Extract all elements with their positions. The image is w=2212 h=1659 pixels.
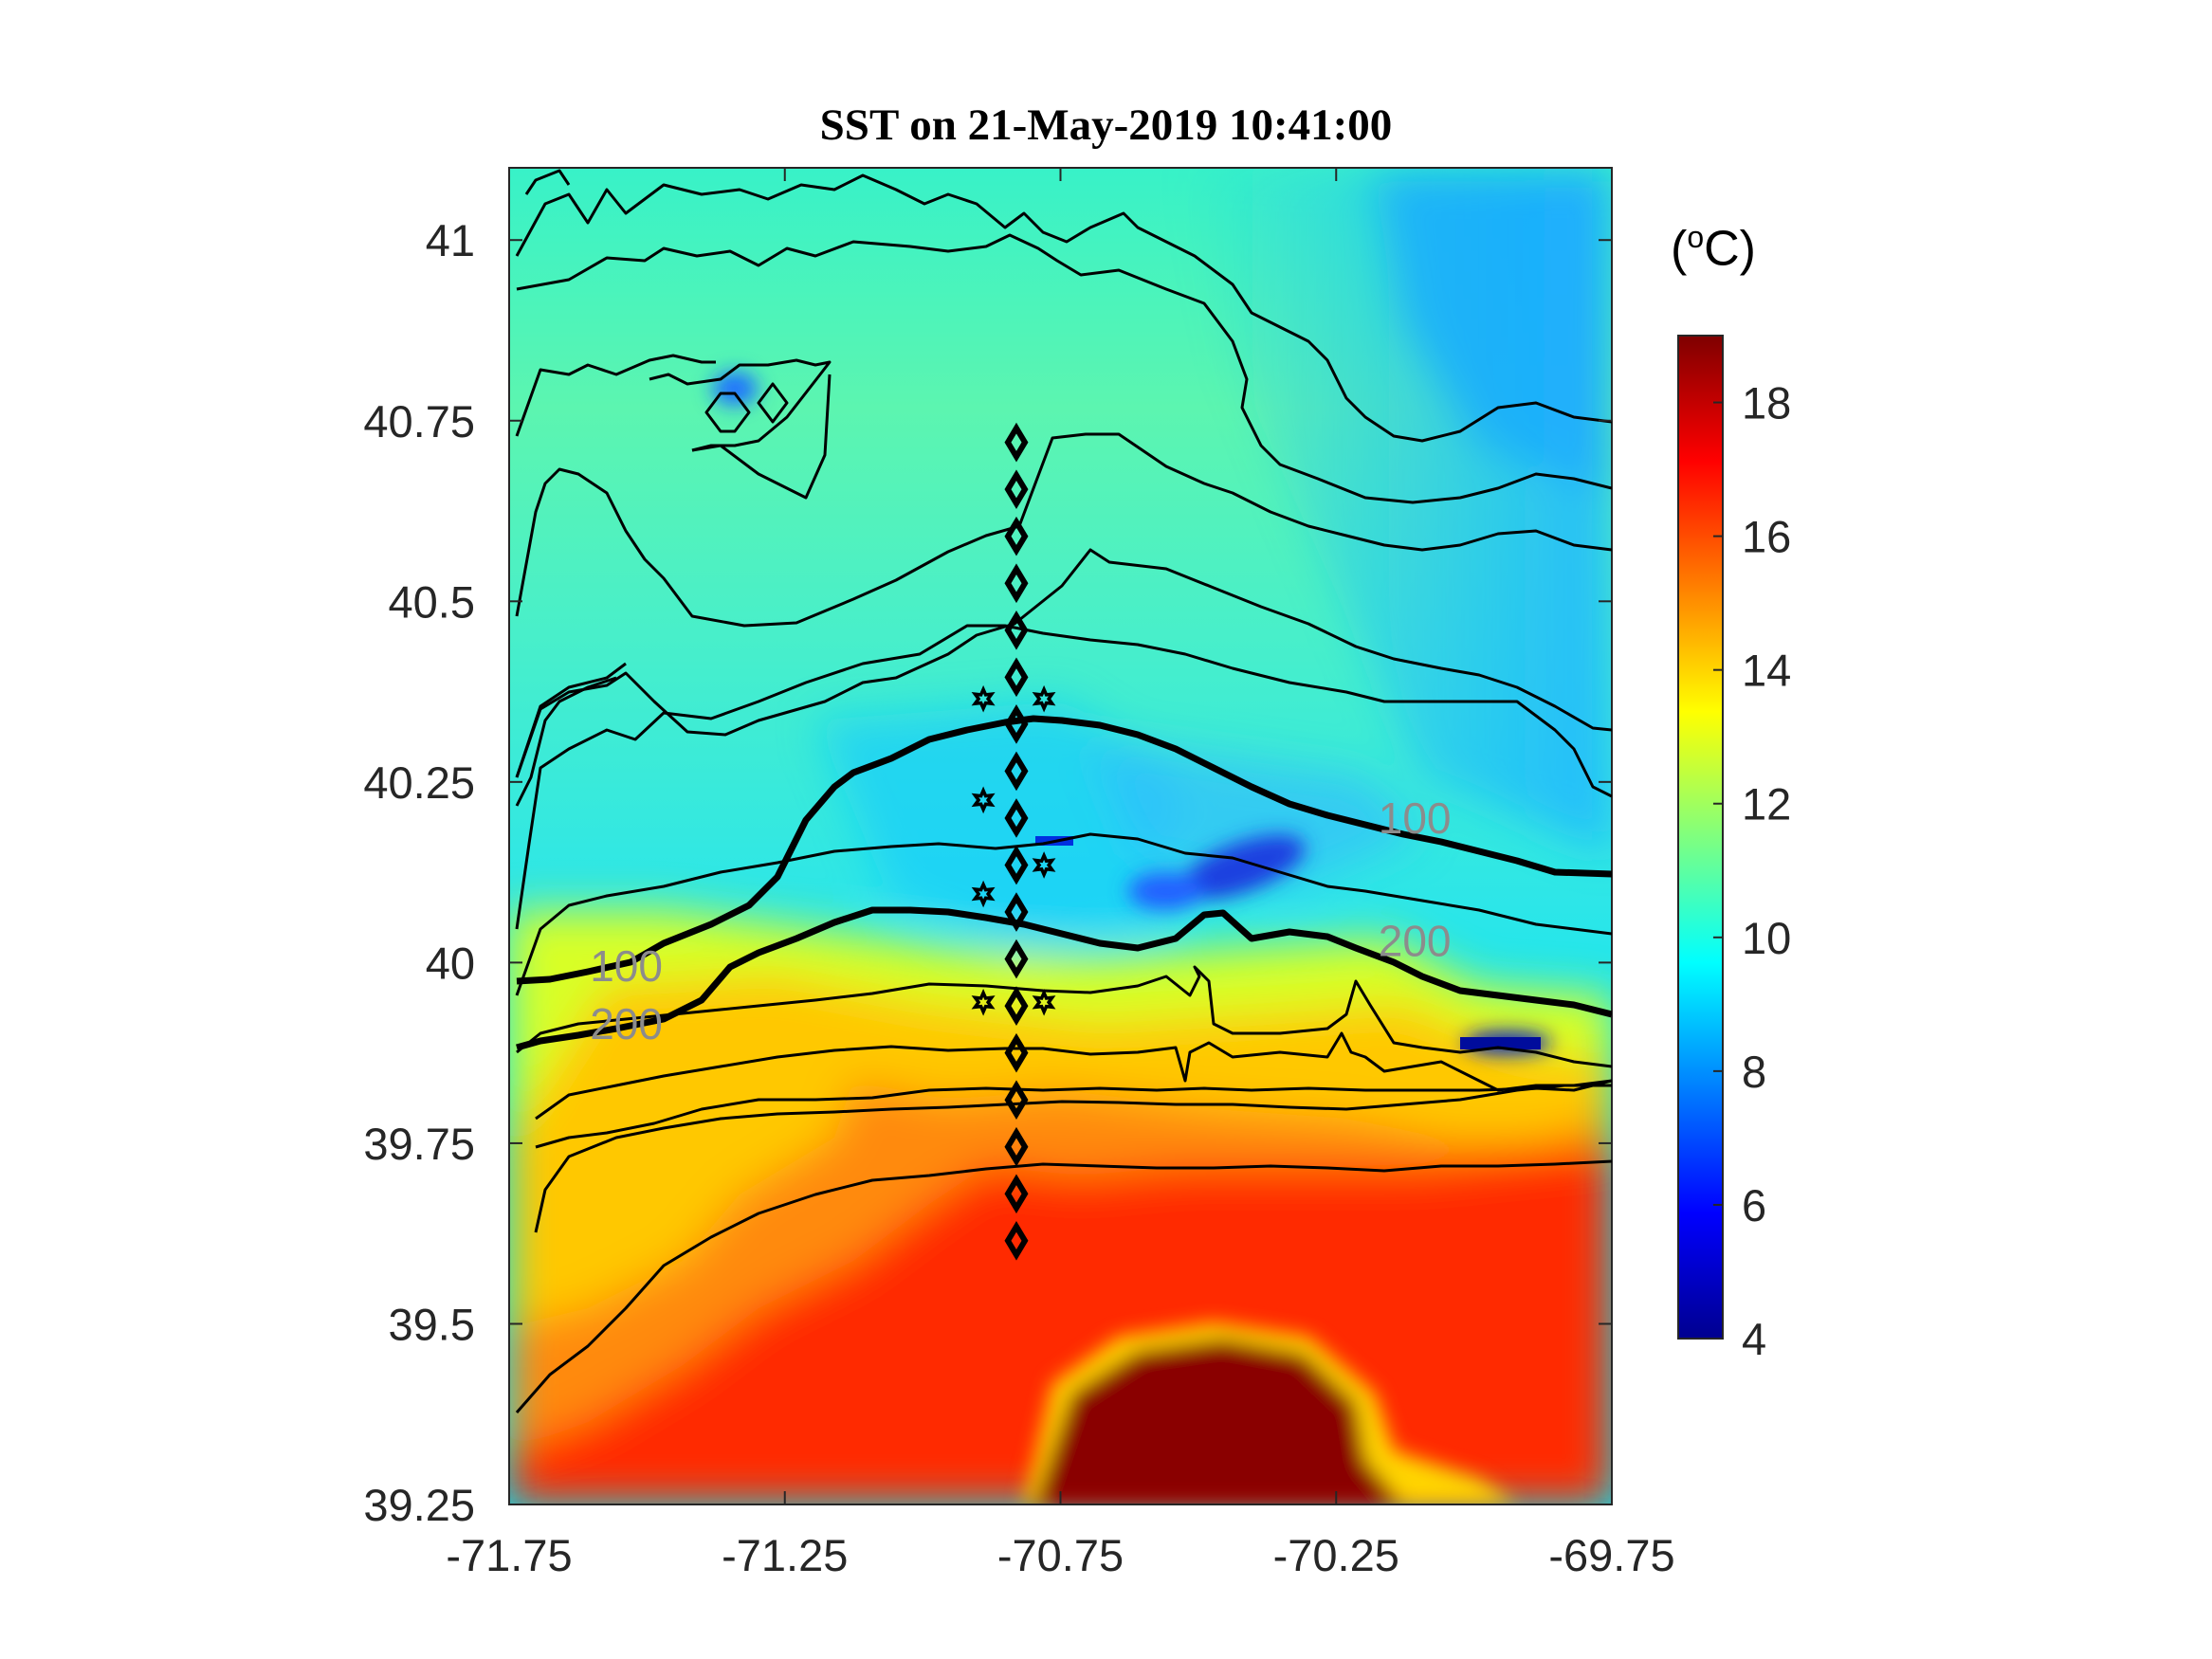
y-axis: 39.25 39.5 39.75 40 40.25 40.5 40.75 41 <box>363 215 1612 1530</box>
contour-label-200-west: 200 <box>590 999 663 1048</box>
station-star <box>1032 684 1056 713</box>
isobath-100m <box>516 715 1612 985</box>
y-tick-label: 41 <box>426 215 475 265</box>
x-tick-label: -69.75 <box>1548 1530 1674 1580</box>
colorbar-tick-label: 6 <box>1742 1180 1766 1231</box>
colorbar-tick-label: 4 <box>1742 1314 1766 1364</box>
station-diamond <box>1004 657 1029 698</box>
station-diamond <box>1004 892 1029 932</box>
y-tick-label: 39.25 <box>363 1480 475 1530</box>
station-diamond <box>1004 939 1029 979</box>
station-star <box>971 684 996 713</box>
contour-labels: 100 200 100 200 <box>590 793 1451 1048</box>
y-tick-label: 40 <box>426 938 475 988</box>
station-star <box>1032 851 1056 879</box>
station-diamond <box>1004 986 1029 1026</box>
colorbar <box>1677 335 1724 1340</box>
x-tick-label: -70.75 <box>997 1530 1124 1580</box>
x-tick-label: -71.25 <box>722 1530 848 1580</box>
y-tick-label: 39.75 <box>363 1119 475 1169</box>
station-diamond <box>1004 469 1029 509</box>
station-diamond <box>1004 563 1029 604</box>
station-star <box>971 988 996 1016</box>
station-diamond <box>1004 751 1029 792</box>
contour-label-200-east: 200 <box>1379 917 1452 966</box>
contour-label-100-east: 100 <box>1379 793 1452 843</box>
station-diamond <box>1004 845 1029 885</box>
station-diamond <box>1004 610 1029 650</box>
figure-title: SST on 21-May-2019 10:41:00 <box>819 100 1393 150</box>
isobath-200m <box>516 906 1612 1051</box>
x-tick-label: -70.25 <box>1273 1530 1399 1580</box>
station-star <box>971 786 996 814</box>
station-diamond <box>1004 798 1029 838</box>
colorbar-tick-label: 12 <box>1742 779 1791 830</box>
station-diamond <box>1004 704 1029 744</box>
station-diamond <box>1004 1080 1029 1121</box>
station-diamond <box>1004 1174 1029 1214</box>
isobath-contours <box>515 169 1612 1413</box>
station-diamond <box>1004 1220 1029 1261</box>
station-markers <box>971 422 1056 1261</box>
colorbar-tick-label: 14 <box>1742 646 1791 696</box>
colorbar-tick-label: 10 <box>1742 913 1791 963</box>
station-diamond <box>1004 1126 1029 1167</box>
station-diamond <box>1004 516 1029 556</box>
y-tick-label: 40.5 <box>389 576 475 627</box>
colorbar-tick-label: 18 <box>1742 378 1791 428</box>
station-star <box>1032 988 1056 1016</box>
isobath-contours-bold <box>516 715 1612 1051</box>
y-tick-label: 39.5 <box>389 1299 475 1349</box>
y-tick-label: 40.25 <box>363 757 475 808</box>
x-tick-label: -71.75 <box>446 1530 572 1580</box>
x-axis: -71.75 -71.25 -70.75 -70.25 -69.75 <box>446 168 1675 1580</box>
colorbar-tick-label: 8 <box>1742 1047 1766 1097</box>
station-diamond <box>1004 422 1029 463</box>
colorbar-unit-label: (oC) <box>1671 220 1756 277</box>
colorbar-tick-label: 16 <box>1742 512 1791 562</box>
colorbar-axis: 4 6 8 10 12 14 16 18 <box>1713 378 1791 1364</box>
station-diamond <box>1004 1032 1029 1073</box>
station-star <box>971 880 996 908</box>
contour-label-100-west: 100 <box>590 941 663 991</box>
y-tick-label: 40.75 <box>363 396 475 447</box>
